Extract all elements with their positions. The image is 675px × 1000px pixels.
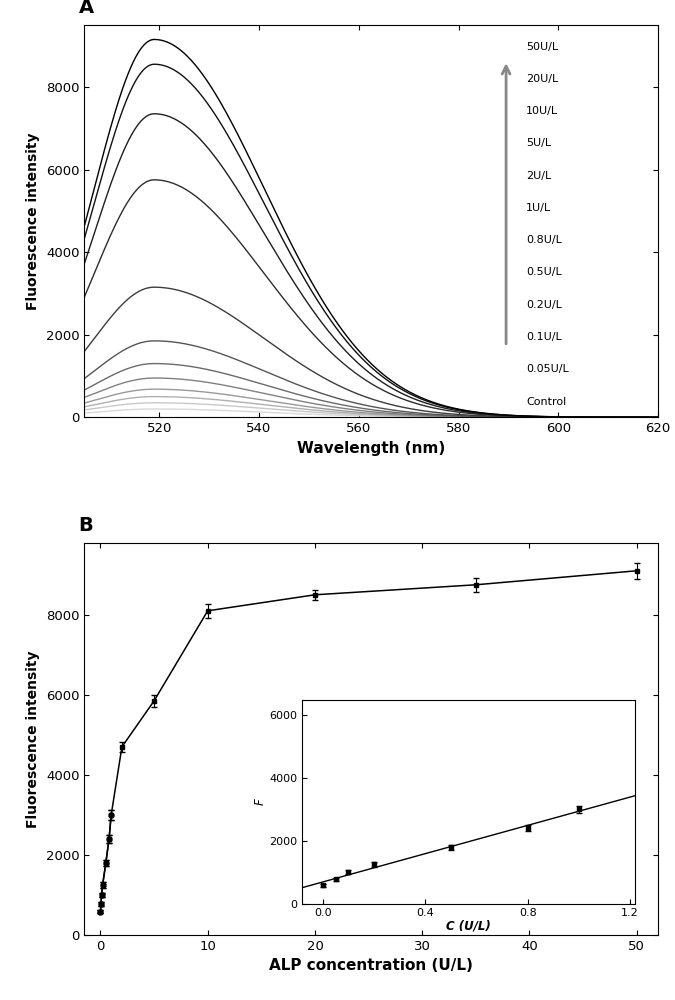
Text: 0.8U/L: 0.8U/L	[526, 235, 562, 245]
Text: A: A	[78, 0, 94, 17]
X-axis label: Wavelength (nm): Wavelength (nm)	[297, 441, 446, 456]
Text: 2U/L: 2U/L	[526, 171, 551, 181]
Text: 50U/L: 50U/L	[526, 42, 558, 52]
Text: Control: Control	[526, 397, 566, 407]
Text: 0.5U/L: 0.5U/L	[526, 267, 562, 277]
Text: 10U/L: 10U/L	[526, 106, 558, 116]
Text: 0.05U/L: 0.05U/L	[526, 364, 569, 374]
Text: 0.1U/L: 0.1U/L	[526, 332, 562, 342]
Text: 0.2U/L: 0.2U/L	[526, 300, 562, 310]
X-axis label: ALP concentration (U/L): ALP concentration (U/L)	[269, 958, 473, 973]
Text: 5U/L: 5U/L	[526, 138, 551, 148]
Text: B: B	[78, 516, 93, 535]
Y-axis label: Fluorescence intensity: Fluorescence intensity	[26, 132, 40, 310]
Y-axis label: Fluorescence intensity: Fluorescence intensity	[26, 650, 40, 828]
Text: 1U/L: 1U/L	[526, 203, 551, 213]
Text: 20U/L: 20U/L	[526, 74, 558, 84]
